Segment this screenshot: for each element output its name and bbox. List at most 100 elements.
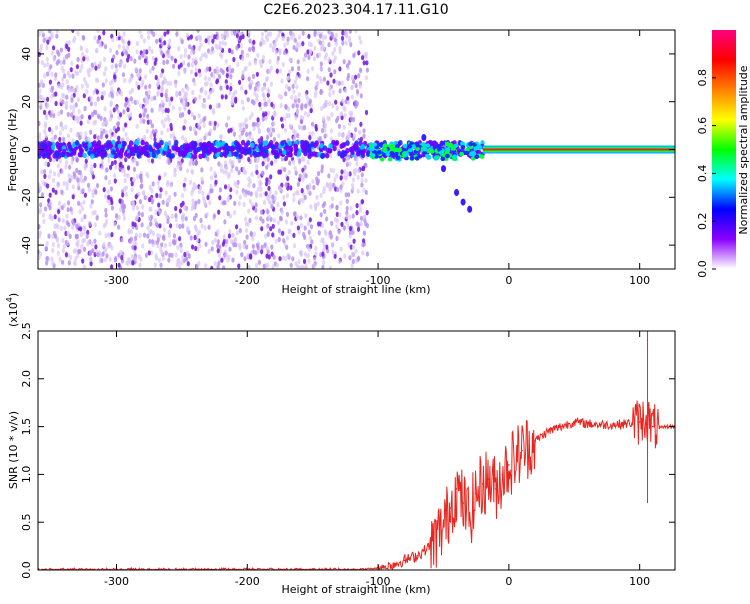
spectrogram-noise-point — [42, 37, 46, 44]
spectrogram-noise-point — [117, 252, 121, 258]
spectrogram-noise-point — [268, 68, 272, 74]
spectrogram-noise-point — [354, 74, 358, 80]
spectrogram-noise-point — [306, 49, 310, 55]
spectrogram-noise-point — [103, 193, 108, 199]
spectrogram-noise-point — [358, 67, 363, 73]
spectrogram-noise-point — [272, 112, 276, 118]
spectrogram-noise-point — [365, 67, 369, 73]
spectrogram-noise-point — [351, 186, 355, 192]
spectrogram-noise-point — [292, 192, 296, 198]
spectrogram-noise-point — [208, 90, 213, 96]
spectrogram-noise-point — [55, 30, 59, 34]
spectrogram-noise-point — [110, 264, 114, 269]
spectrogram-noise-point — [214, 179, 218, 185]
spectrogram-noise-point — [223, 254, 227, 260]
spectrogram-noise-point — [246, 52, 250, 59]
spectrogram-band-point — [139, 149, 144, 155]
spectrogram-noise-point — [335, 204, 339, 210]
spectrogram-noise-point — [330, 203, 334, 209]
spectrogram-noise-point — [77, 108, 81, 115]
spectrogram-noise-point — [147, 215, 151, 221]
spectrogram-noise-point — [307, 229, 311, 235]
spectrogram-noise-point — [160, 84, 164, 91]
spectrogram-noise-point — [300, 222, 304, 228]
spectrogram-band-point — [325, 152, 330, 159]
spectrogram-noise-point — [109, 102, 113, 108]
spectrogram-noise-point — [39, 101, 43, 107]
spectrogram-noise-point — [319, 212, 323, 218]
spectrogram-noise-point — [344, 175, 348, 181]
spectrogram-noise-point — [272, 254, 276, 260]
spectrogram-noise-point — [271, 232, 275, 238]
spectrogram-noise-point — [155, 222, 159, 228]
spectrogram-noise-point — [205, 81, 209, 87]
spectrogram-noise-point — [357, 73, 361, 79]
spectrogram-noise-point — [167, 53, 171, 59]
spectrogram-noise-point — [122, 44, 126, 50]
spectrogram-noise-point — [179, 202, 183, 208]
spectrogram-noise-point — [267, 214, 271, 220]
spectrogram-noise-point — [331, 89, 336, 95]
spectrogram-noise-point — [256, 158, 260, 164]
spectrogram-noise-point — [122, 203, 126, 209]
spectrogram-noise-point — [225, 122, 229, 128]
spectrogram-transition-point — [424, 153, 430, 159]
spectrogram-noise-point — [225, 84, 229, 90]
spectrogram-noise-point — [131, 199, 135, 205]
spectrogram-noise-point — [135, 41, 139, 47]
spectrogram-noise-point — [118, 89, 122, 95]
spectrogram-noise-point — [228, 47, 232, 54]
spectrogram-noise-point — [257, 82, 261, 88]
spectrogram-noise-point — [93, 134, 97, 140]
spectrogram-noise-point — [303, 194, 307, 201]
spectrogram-noise-point — [215, 78, 220, 84]
spectrogram-band-point — [153, 141, 158, 148]
spectrogram-noise-point — [76, 177, 80, 183]
spectrogram-noise-point — [236, 179, 240, 185]
spectrogram-ytick-label: 40 — [20, 47, 33, 61]
spectrogram-noise-point — [160, 119, 164, 125]
spectrogram-noise-point — [144, 107, 148, 113]
spectrogram-band-point — [366, 151, 371, 157]
snr-data-point — [442, 526, 445, 528]
spectrogram-noise-point — [143, 134, 147, 140]
spectrogram-noise-point — [80, 114, 84, 120]
spectrogram-noise-point — [312, 56, 317, 62]
spectrogram-noise-point — [78, 209, 82, 215]
snr-data-point — [481, 483, 484, 485]
spectrogram-noise-point — [38, 209, 42, 215]
spectrogram-noise-point — [237, 201, 241, 207]
spectrogram-band-point — [240, 139, 246, 146]
spectrogram-noise-point — [49, 112, 53, 118]
spectrogram-noise-point — [265, 253, 269, 259]
snr-data-point — [488, 478, 491, 480]
spectrogram-noise-point — [260, 249, 264, 255]
spectrogram-noise-point — [359, 121, 363, 127]
spectrogram-noise-point — [245, 234, 249, 240]
spectrogram-noise-point — [216, 248, 220, 254]
spectrogram-noise-point — [186, 86, 190, 92]
spectrogram-noise-point — [102, 187, 106, 193]
spectrogram-band-point — [224, 143, 229, 149]
spectrogram-noise-point — [296, 132, 300, 139]
spectrogram-noise-point — [83, 105, 87, 112]
spectrogram-noise-point — [71, 218, 75, 225]
spectrogram-band-point — [193, 149, 198, 155]
spectrogram-noise-point — [214, 43, 218, 49]
spectrogram-noise-point — [242, 127, 246, 133]
spectrogram-noise-point — [358, 129, 362, 135]
spectrogram-noise-point — [332, 182, 336, 188]
spectrogram-noise-point — [199, 217, 203, 224]
spectrogram-noise-point — [209, 183, 213, 189]
spectrogram-noise-point — [107, 179, 112, 185]
spectrogram-noise-point — [250, 202, 254, 208]
spectrogram-noise-point — [107, 194, 111, 200]
spectrogram-noise-point — [84, 136, 88, 142]
spectrogram-noise-point — [254, 250, 258, 256]
spectrogram-noise-point — [46, 161, 51, 168]
spectrogram-noise-point — [350, 84, 354, 90]
spectrogram-noise-point — [104, 207, 108, 213]
spectrogram-noise-point — [288, 57, 292, 63]
spectrogram-noise-point — [244, 216, 248, 222]
